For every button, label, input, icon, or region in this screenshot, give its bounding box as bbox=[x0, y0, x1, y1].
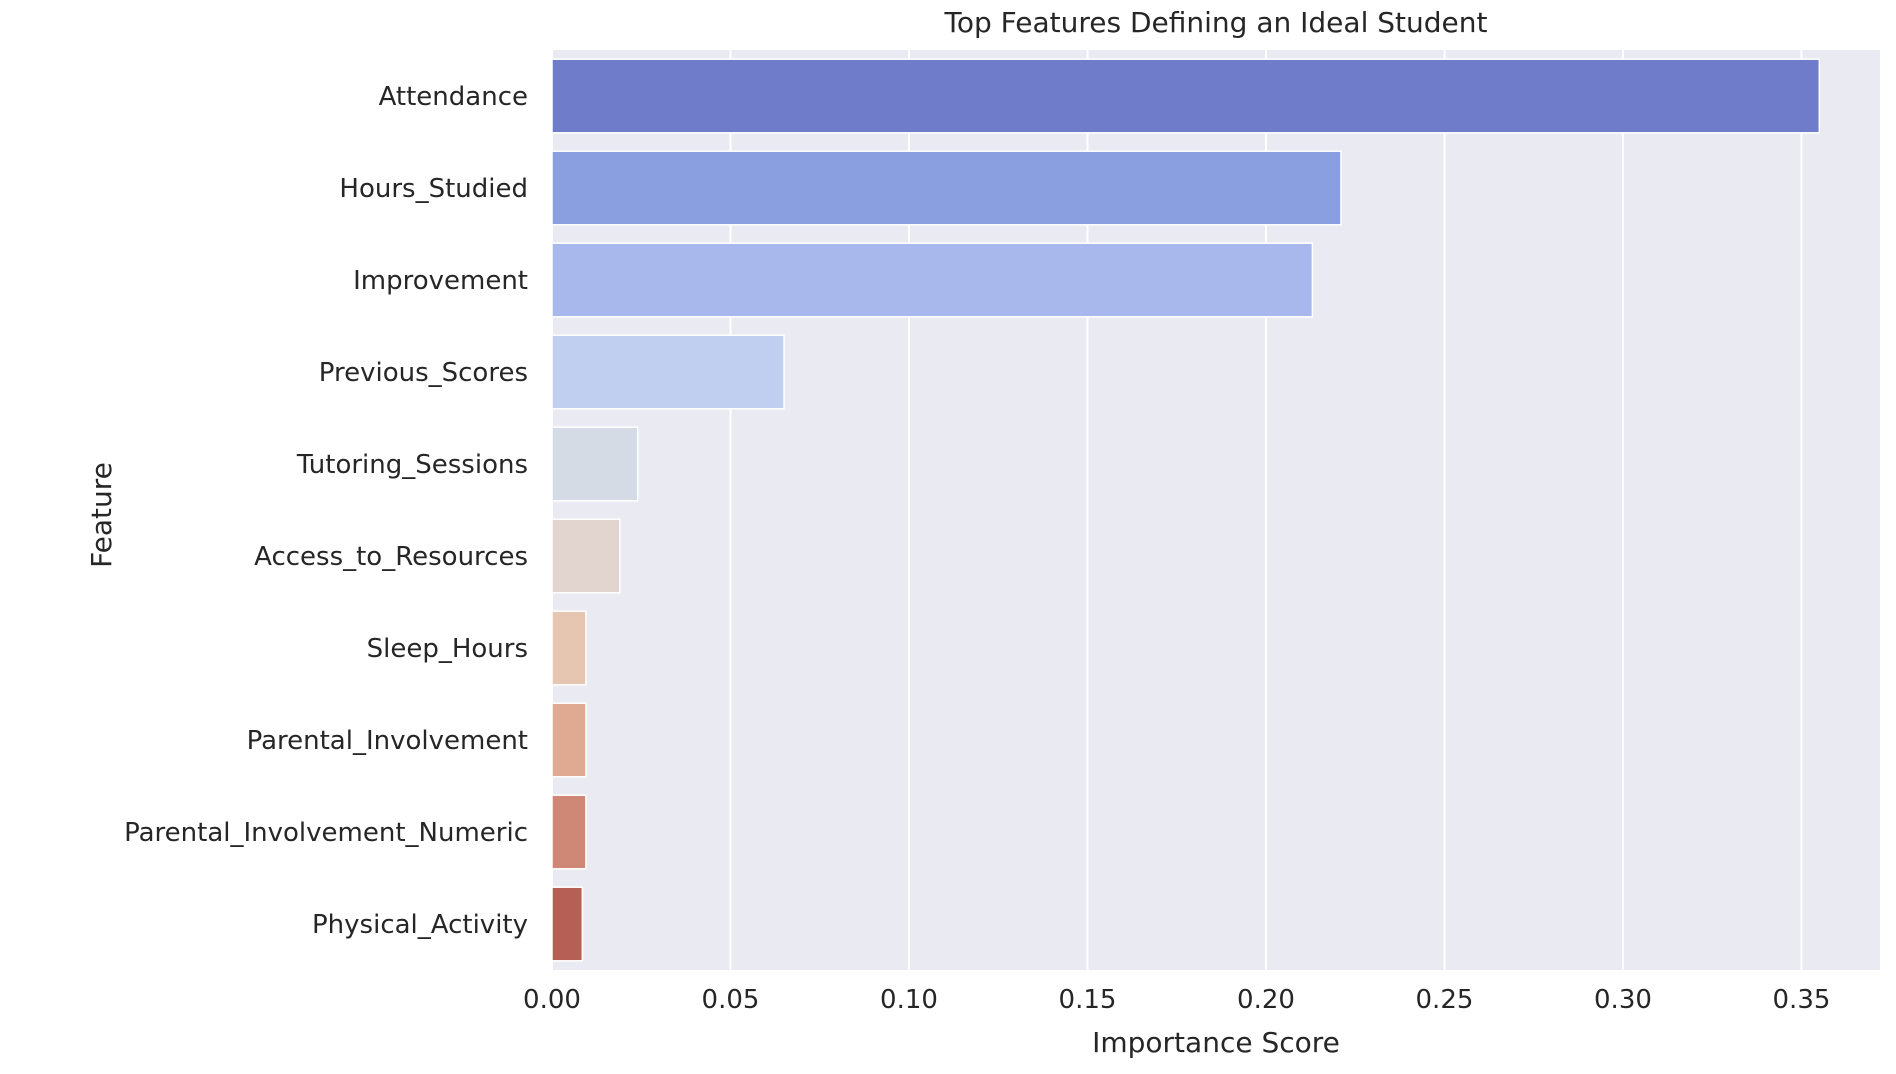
bar-sleep-hours bbox=[551, 610, 587, 686]
x-tick-label: 0.30 bbox=[1594, 985, 1652, 1015]
x-axis-label: Importance Score bbox=[1092, 1026, 1340, 1059]
y-tick-label: Previous_Scores bbox=[319, 358, 528, 388]
x-tick-label: 0.00 bbox=[523, 985, 581, 1015]
x-tick-label: 0.25 bbox=[1416, 985, 1474, 1015]
bar-hours-studied bbox=[551, 150, 1342, 226]
bars bbox=[551, 58, 1821, 962]
x-tick-label: 0.20 bbox=[1237, 985, 1295, 1015]
x-tick-label: 0.05 bbox=[702, 985, 760, 1015]
bar-improvement bbox=[551, 242, 1314, 318]
bar-parental-involvement bbox=[551, 702, 587, 778]
bar-tutoring-sessions bbox=[551, 426, 639, 502]
bar-access-to-resources bbox=[551, 518, 621, 594]
y-tick-label: Parental_Involvement_Numeric bbox=[124, 818, 528, 848]
y-axis-label: Feature bbox=[85, 462, 118, 568]
x-tick-label: 0.10 bbox=[880, 985, 938, 1015]
bar-parental-involvement-numeric bbox=[551, 794, 587, 870]
bar-previous-scores bbox=[551, 334, 785, 410]
bar-physical-activity bbox=[551, 886, 584, 962]
y-tick-label: Tutoring_Sessions bbox=[296, 450, 528, 480]
y-tick-label: Parental_Involvement bbox=[247, 726, 528, 756]
bar-attendance bbox=[551, 58, 1821, 134]
y-tick-labels: Attendance Hours_Studied Improvement Previo… bbox=[124, 82, 528, 940]
chart-title: Top Features Defining an Ideal Student bbox=[944, 6, 1488, 39]
y-tick-label: Physical_Activity bbox=[312, 910, 528, 940]
y-tick-label: Attendance bbox=[379, 82, 528, 112]
x-tick-labels: 0.00 0.05 0.10 0.15 0.20 0.25 0.30 0.35 bbox=[523, 985, 1830, 1015]
x-tick-label: 0.15 bbox=[1059, 985, 1117, 1015]
y-tick-label: Sleep_Hours bbox=[367, 634, 528, 664]
y-tick-label: Access_to_Resources bbox=[254, 542, 528, 572]
y-tick-label: Improvement bbox=[353, 266, 528, 296]
x-tick-label: 0.35 bbox=[1773, 985, 1831, 1015]
y-tick-label: Hours_Studied bbox=[339, 174, 528, 204]
